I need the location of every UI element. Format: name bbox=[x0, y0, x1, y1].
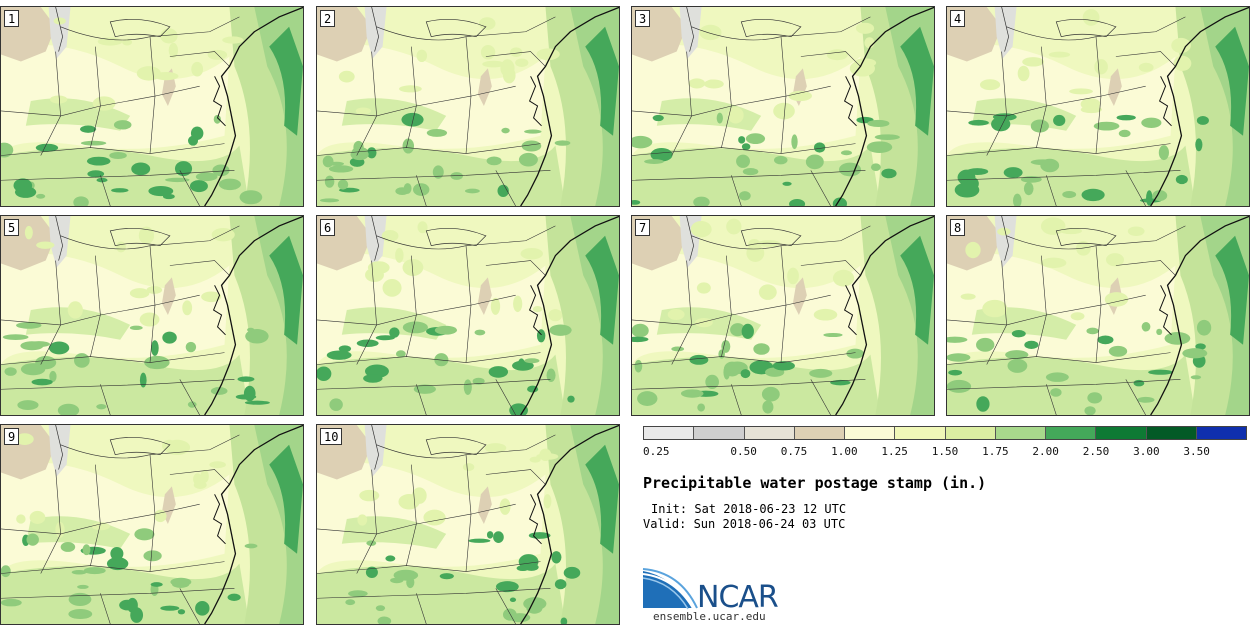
colorbar-swatch bbox=[1146, 427, 1197, 439]
panel-label-4: 4 bbox=[950, 10, 966, 27]
panel-label-6: 6 bbox=[320, 219, 336, 236]
colorbar-swatch bbox=[694, 427, 745, 439]
stamp-panel-2: 2 bbox=[316, 6, 620, 207]
ncar-logo-icon bbox=[642, 568, 698, 611]
colorbar-tick-label: 1.25 bbox=[881, 445, 908, 458]
map-9 bbox=[1, 425, 303, 624]
ncar-logo-text: NCAR bbox=[697, 580, 779, 615]
stamp-panel-7: 7 bbox=[631, 215, 935, 416]
map-3 bbox=[632, 7, 934, 206]
colorbar-tick-label: 2.00 bbox=[1032, 445, 1059, 458]
panel-label-5: 5 bbox=[4, 219, 20, 236]
colorbar-swatch bbox=[895, 427, 946, 439]
map-10 bbox=[317, 425, 619, 624]
colorbar-swatch bbox=[1046, 427, 1097, 439]
colorbar-swatch bbox=[744, 427, 795, 439]
stamp-panel-6: 6 bbox=[316, 215, 620, 416]
colorbar-tick-label: 0.75 bbox=[780, 445, 808, 458]
panel-label-8: 8 bbox=[950, 219, 966, 236]
colorbar-tick-label: 1.50 bbox=[931, 445, 959, 458]
colorbar-swatch bbox=[644, 427, 695, 439]
colorbar-swatch bbox=[1196, 427, 1246, 439]
colorbar-swatch bbox=[1096, 427, 1147, 439]
stamp-panel-5: 5 bbox=[0, 215, 304, 416]
colorbar-swatch bbox=[845, 427, 896, 439]
map-4 bbox=[947, 7, 1249, 206]
stamp-panel-4: 4 bbox=[946, 6, 1250, 207]
panel-label-1: 1 bbox=[4, 10, 20, 27]
colorbar bbox=[643, 426, 1247, 440]
stamp-panel-9: 9 bbox=[0, 424, 304, 625]
colorbar-ticks: 0.25 0.50 0.75 1.00 1.25 1.50 1.75 2.00 2.50 3.00… bbox=[643, 445, 1247, 459]
map-8 bbox=[947, 216, 1249, 415]
panel-label-10: 10 bbox=[320, 428, 343, 445]
map-5 bbox=[1, 216, 303, 415]
stamp-panel-10: 10 bbox=[316, 424, 620, 625]
chart-title: Precipitable water postage stamp (in.) bbox=[643, 474, 987, 492]
colorbar-swatch bbox=[794, 427, 845, 439]
colorbar-tick-label: 0.25 bbox=[643, 445, 670, 458]
map-6 bbox=[317, 216, 619, 415]
colorbar-tick-label: 2.50 bbox=[1082, 445, 1110, 458]
colorbar-tick-label: 3.50 bbox=[1183, 445, 1210, 458]
map-7 bbox=[632, 216, 934, 415]
colorbar-swatch bbox=[995, 427, 1046, 439]
panel-label-7: 7 bbox=[635, 219, 651, 236]
map-1 bbox=[1, 7, 303, 206]
init-time: Init: Sat 2018-06-23 12 UTC bbox=[651, 502, 847, 516]
colorbar-swatch bbox=[945, 427, 996, 439]
panel-label-9: 9 bbox=[4, 428, 20, 445]
colorbar-tick-label: 0.50 bbox=[730, 445, 757, 458]
colorbar-tick-label: 3.00 bbox=[1133, 445, 1160, 458]
valid-time: Valid: Sun 2018-06-24 03 UTC bbox=[643, 517, 846, 531]
site-url: ensemble.ucar.edu bbox=[653, 610, 766, 623]
stamp-panel-8: 8 bbox=[946, 215, 1250, 416]
colorbar-tick-label: 1.00 bbox=[831, 445, 858, 458]
colorbar-tick-label: 1.75 bbox=[982, 445, 1009, 458]
stamp-panel-3: 3 bbox=[631, 6, 935, 207]
map-2 bbox=[317, 7, 619, 206]
panel-label-3: 3 bbox=[635, 10, 651, 27]
stamp-panel-1: 1 bbox=[0, 6, 304, 207]
panel-label-2: 2 bbox=[320, 10, 336, 27]
